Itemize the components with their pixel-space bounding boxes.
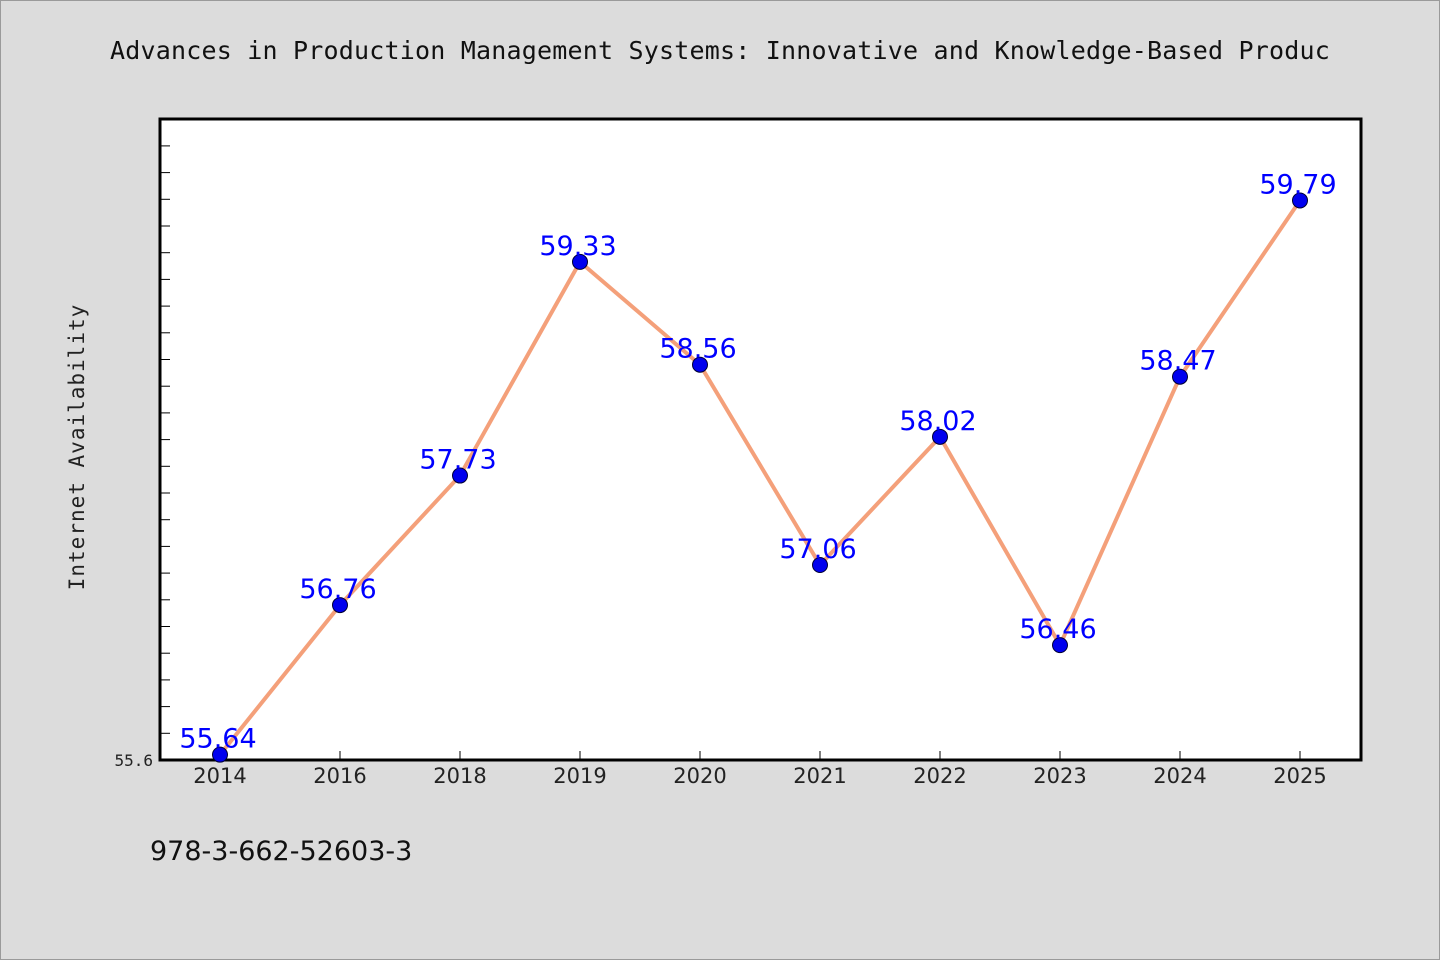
- data-label: 59.33: [539, 231, 616, 262]
- x-tick-label: 2014: [193, 764, 246, 788]
- series-line: [218, 199, 1302, 756]
- data-point: [1292, 192, 1308, 209]
- x-tick-label: 2022: [913, 764, 966, 788]
- data-label: 59.79: [1259, 169, 1336, 200]
- data-point: [692, 356, 708, 373]
- data-point: [212, 746, 228, 763]
- chart-title: Advances in Production Management System…: [109, 36, 1331, 65]
- y-ticks: 55.6: [114, 145, 170, 770]
- x-tick-label: 2020: [673, 764, 726, 788]
- data-label: 57.73: [419, 445, 496, 476]
- y-tick-label: 55.6: [114, 751, 153, 770]
- data-point: [812, 557, 828, 574]
- x-ticks: 2014 2016 2018 2019 2020 2021 2022 2023 2024 2025: [193, 751, 1327, 788]
- x-tick-label: 2016: [313, 764, 366, 788]
- data-point: [1172, 368, 1188, 385]
- x-tick-label: 2018: [433, 764, 486, 788]
- x-tick-label: 2025: [1273, 764, 1326, 788]
- data-point: [572, 253, 588, 270]
- data-point: [932, 428, 948, 445]
- series-group: 55.64 56.76 57.73 59.33 58.56 57.06 58.02 56.46…: [179, 169, 1337, 763]
- x-tick-label: 2024: [1153, 764, 1206, 788]
- data-label: 58.02: [899, 406, 976, 437]
- data-point: [1052, 637, 1068, 654]
- data-label: 56.76: [299, 574, 376, 605]
- x-tick-label: 2019: [553, 764, 606, 788]
- isbn-text: 978-3-662-52603-3: [150, 836, 413, 867]
- data-label: 55.64: [179, 724, 256, 755]
- data-label: 56.46: [1019, 614, 1096, 645]
- data-label: 58.47: [1139, 346, 1216, 377]
- x-tick-label: 2023: [1033, 764, 1086, 788]
- x-tick-label: 2021: [793, 764, 846, 788]
- data-label: 58.56: [659, 334, 736, 365]
- plot-area: [158, 117, 1363, 762]
- data-point: [332, 597, 348, 614]
- data-label: 57.06: [779, 534, 856, 565]
- data-point: [452, 467, 468, 484]
